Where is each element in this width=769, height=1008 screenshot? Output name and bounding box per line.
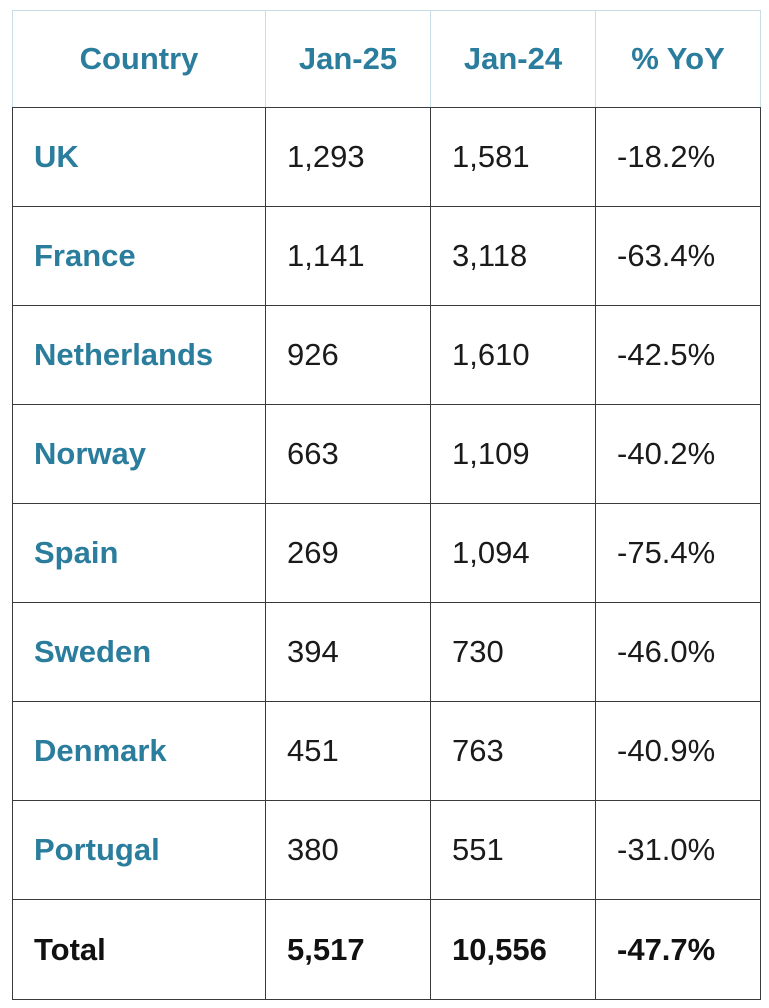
value-cell: 1,141 [265, 206, 431, 306]
total-row: Total 5,517 10,556 -47.7% [12, 899, 761, 1000]
table-row: France 1,141 3,118 -63.4% [12, 206, 761, 306]
table-row: UK 1,293 1,581 -18.2% [12, 107, 761, 207]
column-header: Jan-25 [265, 10, 431, 108]
total-cell: 5,517 [265, 899, 431, 1000]
table-row: Spain 269 1,094 -75.4% [12, 503, 761, 603]
table-row: Portugal 380 551 -31.0% [12, 800, 761, 900]
value-cell: 1,581 [430, 107, 596, 207]
total-cell: Total [12, 899, 266, 1000]
country-cell: Denmark [12, 701, 266, 801]
value-cell: 394 [265, 602, 431, 702]
value-cell: -31.0% [595, 800, 761, 900]
value-cell: -42.5% [595, 305, 761, 405]
header-row: Country Jan-25 Jan-24% YoY [12, 10, 761, 108]
value-cell: -18.2% [595, 107, 761, 207]
value-cell: 551 [430, 800, 596, 900]
total-cell: 10,556 [430, 899, 596, 1000]
country-cell: Sweden [12, 602, 266, 702]
value-cell: 1,109 [430, 404, 596, 504]
value-cell: -63.4% [595, 206, 761, 306]
country-cell: Netherlands [12, 305, 266, 405]
value-cell: -40.9% [595, 701, 761, 801]
value-cell: 763 [430, 701, 596, 801]
column-header: % YoY [595, 10, 761, 108]
table-row: Netherlands 926 1,610 -42.5% [12, 305, 761, 405]
table-row: Denmark 451 763 -40.9% [12, 701, 761, 801]
value-cell: 380 [265, 800, 431, 900]
country-cell: Norway [12, 404, 266, 504]
country-cell: Spain [12, 503, 266, 603]
value-cell: -46.0% [595, 602, 761, 702]
country-cell: UK [12, 107, 266, 207]
value-cell: 663 [265, 404, 431, 504]
value-cell: 3,118 [430, 206, 596, 306]
column-header: Country [12, 10, 266, 108]
country-cell: Portugal [12, 800, 266, 900]
value-cell: 1,293 [265, 107, 431, 207]
value-cell: 451 [265, 701, 431, 801]
value-cell: 1,610 [430, 305, 596, 405]
value-cell: 926 [265, 305, 431, 405]
table-body: UK 1,293 1,581 -18.2% France 1,141 3,118 -63.4%… [12, 107, 761, 1000]
value-cell: 269 [265, 503, 431, 603]
table-row: Norway 663 1,109 -40.2% [12, 404, 761, 504]
value-cell: -40.2% [595, 404, 761, 504]
country-cell: France [12, 206, 266, 306]
data-table: Country Jan-25 Jan-24% YoY UK 1,293 1,581 -18… [12, 10, 761, 1000]
value-cell: 1,094 [430, 503, 596, 603]
table-row: Sweden 394 730 -46.0% [12, 602, 761, 702]
value-cell: 730 [430, 602, 596, 702]
total-cell: -47.7% [595, 899, 761, 1000]
value-cell: -75.4% [595, 503, 761, 603]
column-header: Jan-24 [430, 10, 596, 108]
